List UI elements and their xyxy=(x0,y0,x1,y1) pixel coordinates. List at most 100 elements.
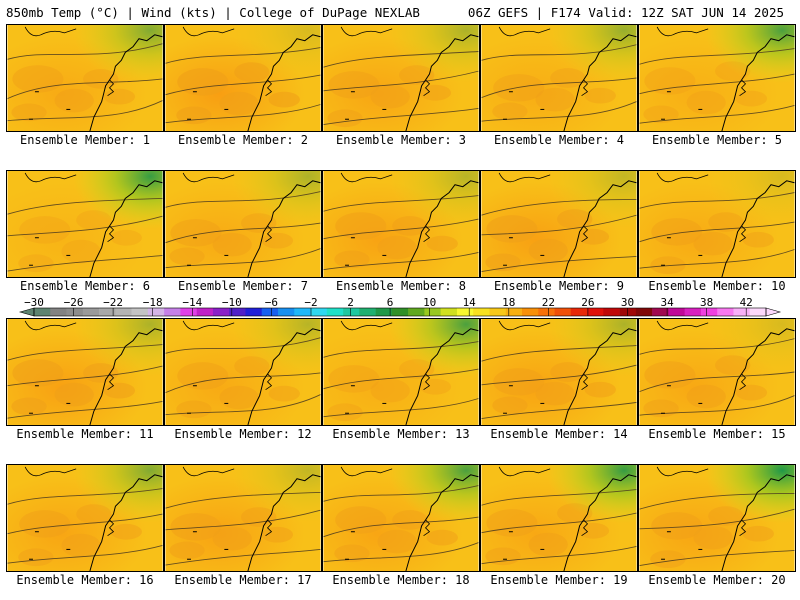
ensemble-panel-3: Ensemble Member: 3 xyxy=(322,24,480,156)
colorbar-tick-label: 26 xyxy=(581,296,594,309)
panel-label-4: Ensemble Member: 4 xyxy=(493,133,625,147)
title-left: 850mb Temp (°C) | Wind (kts) | College o… xyxy=(6,5,420,20)
colorbar-swatch xyxy=(261,308,279,316)
map-5 xyxy=(638,24,796,132)
colorbar-swatch xyxy=(505,308,523,316)
map-18 xyxy=(322,464,480,572)
panel-label-5: Ensemble Member: 5 xyxy=(651,133,783,147)
panel-label-11: Ensemble Member: 11 xyxy=(16,427,154,441)
colorbar-swatch xyxy=(717,308,734,316)
ensemble-panel-6: Ensemble Member: 6 xyxy=(6,170,164,302)
title-right: 06Z GEFS | F174 Valid: 12Z SAT JUN 14 20… xyxy=(467,5,784,20)
map-20 xyxy=(638,464,796,572)
colorbar-swatch xyxy=(66,308,84,316)
map-12 xyxy=(164,318,322,426)
colorbar-svg: −30 −26 −22 −18 −14 −10 −6 −2 2 6 10 14 18 22 26 30 34 38… xyxy=(18,296,782,317)
colorbar-tick-label: −10 xyxy=(222,296,242,309)
colorbar-tick-label: −30 xyxy=(24,296,44,309)
colorbar-swatch xyxy=(684,308,702,316)
colorbar-swatch xyxy=(391,308,409,316)
panel-label-7: Ensemble Member: 7 xyxy=(177,279,309,293)
colorbar-swatch xyxy=(196,308,214,316)
map-6 xyxy=(6,170,164,278)
colorbar-swatch xyxy=(245,308,263,316)
panel-label-20: Ensemble Member: 20 xyxy=(648,573,786,587)
colorbar-swatch xyxy=(635,308,653,316)
map-11 xyxy=(6,318,164,426)
ensemble-panel-12: Ensemble Member: 12 xyxy=(164,318,322,450)
colorbar-swatch xyxy=(212,308,230,316)
map-14 xyxy=(480,318,638,426)
map-16 xyxy=(6,464,164,572)
colorbar-tick-label: 2 xyxy=(347,296,354,309)
ensemble-panel-2: Ensemble Member: 2 xyxy=(164,24,322,156)
map-1 xyxy=(6,24,164,132)
ensemble-panel-17: Ensemble Member: 17 xyxy=(164,464,322,596)
colorbar-swatch xyxy=(587,308,604,316)
map-3 xyxy=(322,24,480,132)
panel-label-19: Ensemble Member: 19 xyxy=(490,573,628,587)
colorbar-swatch xyxy=(131,308,149,316)
colorbar-tick-label: −18 xyxy=(143,296,163,309)
ensemble-panel-9: Ensemble Member: 9 xyxy=(480,170,638,302)
colorbar-tick-label: 18 xyxy=(502,296,515,309)
colorbar-swatch xyxy=(326,308,344,316)
panel-label-1: Ensemble Member: 1 xyxy=(19,133,151,147)
colorbar-swatch xyxy=(424,308,441,316)
ensemble-panel-4: Ensemble Member: 4 xyxy=(480,24,638,156)
colorbar-tick-label: 6 xyxy=(387,296,394,309)
ensemble-panel-1: Ensemble Member: 1 xyxy=(6,24,164,156)
colorbar-swatch xyxy=(375,308,393,316)
colorbar-swatch xyxy=(99,308,116,316)
colorbar-swatch xyxy=(668,308,685,316)
colorbar-swatch xyxy=(733,308,751,316)
map-8 xyxy=(322,170,480,278)
map-10 xyxy=(638,170,796,278)
colorbar-swatch xyxy=(50,308,67,316)
map-9 xyxy=(480,170,638,278)
colorbar-tick-label: 10 xyxy=(423,296,436,309)
map-13 xyxy=(322,318,480,426)
ensemble-panel-7: Ensemble Member: 7 xyxy=(164,170,322,302)
colorbar-swatch xyxy=(180,308,197,316)
ensemble-panel-11: Ensemble Member: 11 xyxy=(6,318,164,450)
colorbar-swatch xyxy=(82,308,100,316)
colorbar-swatch xyxy=(147,308,165,316)
colorbar-tick-label: −6 xyxy=(265,296,278,309)
panel-label-3: Ensemble Member: 3 xyxy=(335,133,467,147)
panel-label-18: Ensemble Member: 18 xyxy=(332,573,470,587)
colorbar-swatch xyxy=(619,308,637,316)
ensemble-panel-8: Ensemble Member: 8 xyxy=(322,170,480,302)
panel-label-12: Ensemble Member: 12 xyxy=(174,427,312,441)
colorbar-swatch xyxy=(538,308,555,316)
ensemble-panel-15: Ensemble Member: 15 xyxy=(638,318,796,450)
ensemble-panel-19: Ensemble Member: 19 xyxy=(480,464,638,596)
panel-label-14: Ensemble Member: 14 xyxy=(490,427,628,441)
ensemble-panel-20: Ensemble Member: 20 xyxy=(638,464,796,596)
colorbar-tick-label: −2 xyxy=(304,296,317,309)
ensemble-panel-14: Ensemble Member: 14 xyxy=(480,318,638,450)
colorbar-swatch xyxy=(408,308,425,316)
ensemble-panel-5: Ensemble Member: 5 xyxy=(638,24,796,156)
colorbar-swatch xyxy=(294,308,311,316)
colorbar-swatch xyxy=(359,308,376,316)
colorbar-swatch xyxy=(554,308,572,316)
colorbar-swatch xyxy=(164,308,181,316)
colorbar-swatch xyxy=(343,308,360,316)
colorbar-tick-label: 30 xyxy=(621,296,634,309)
colorbar-swatch xyxy=(34,308,51,316)
panel-label-9: Ensemble Member: 9 xyxy=(493,279,625,293)
panel-label-15: Ensemble Member: 15 xyxy=(648,427,786,441)
colorbar-swatch xyxy=(652,308,669,316)
colorbar-tick-label: 14 xyxy=(463,296,477,309)
map-7 xyxy=(164,170,322,278)
colorbar-swatch xyxy=(570,308,588,316)
colorbar-tick-label: −22 xyxy=(103,296,123,309)
colorbar-swatch xyxy=(115,308,132,316)
colorbar-swatch xyxy=(456,308,474,316)
panel-label-10: Ensemble Member: 10 xyxy=(648,279,786,293)
panel-label-2: Ensemble Member: 2 xyxy=(177,133,309,147)
colorbar-swatch xyxy=(440,308,458,316)
panel-label-16: Ensemble Member: 16 xyxy=(16,573,154,587)
colorbar-tick-label: 42 xyxy=(740,296,753,309)
